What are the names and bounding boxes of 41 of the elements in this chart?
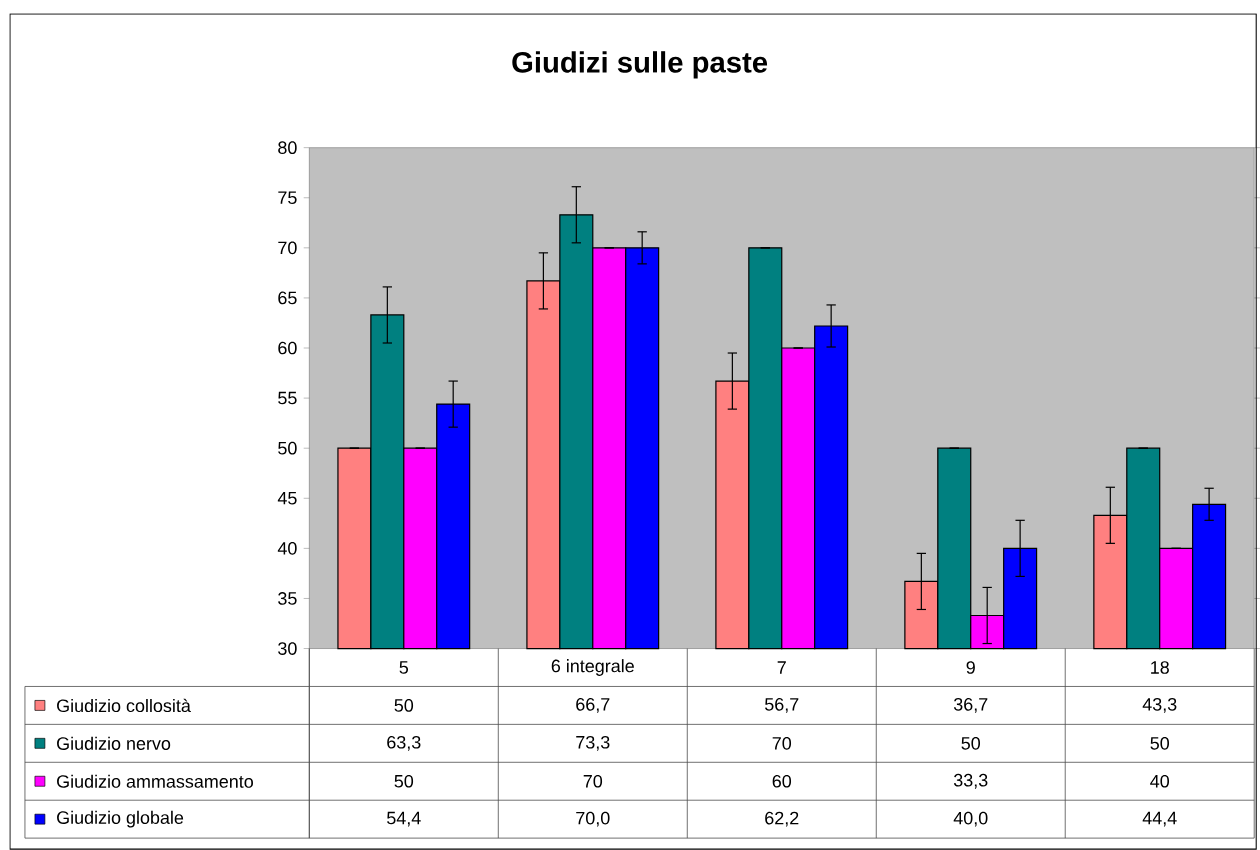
- data-label: 33,3: [953, 773, 988, 789]
- x-tick-label: 5: [399, 661, 409, 674]
- data-label: 70: [772, 736, 792, 750]
- data-label: 50: [394, 699, 414, 712]
- data-label: 63,3: [387, 735, 421, 751]
- y-tick-label: 75: [278, 191, 297, 204]
- y-tick-label: 55: [278, 391, 297, 405]
- data-label: 50: [1150, 736, 1170, 750]
- y-tick-label: 80: [278, 141, 297, 154]
- data-label: 50: [394, 774, 414, 788]
- y-tick-label: 45: [277, 491, 297, 505]
- data-label: 40,0: [953, 811, 988, 827]
- data-label: 43,3: [1142, 697, 1177, 713]
- data-label: 54,4: [387, 811, 421, 827]
- data-label: 73,3: [576, 735, 610, 751]
- data-label: 50: [961, 736, 981, 750]
- data-label: 66,7: [576, 697, 610, 713]
- y-tick-label: 50: [278, 441, 297, 455]
- data-label: 70: [583, 774, 603, 788]
- data-label: 60: [772, 774, 792, 788]
- data-label: 56,7: [764, 697, 799, 713]
- data-label: 40: [1150, 774, 1170, 788]
- data-label: 44,4: [1142, 811, 1177, 827]
- y-tick-label: 40: [277, 541, 297, 555]
- x-tick-label: 9: [966, 661, 975, 674]
- y-tick-label: 70: [278, 241, 297, 255]
- y-tick-label: 60: [278, 341, 297, 355]
- legend-label: Giudizio collosità: [57, 698, 191, 713]
- legend-label: Giudizio globale: [57, 810, 184, 828]
- x-tick-label: 7: [777, 661, 786, 674]
- legend-label: Giudizio nervo: [57, 736, 171, 750]
- chart-title: Giudizi sulle paste: [512, 51, 768, 79]
- data-label: 36,7: [953, 697, 988, 713]
- x-tick-label: 6 integrale: [551, 659, 634, 676]
- y-tick-label: 30: [278, 642, 297, 655]
- x-tick-label: 18: [1151, 661, 1169, 674]
- y-tick-label: 35: [278, 592, 297, 605]
- legend-label: Giudizio ammassamento: [57, 774, 253, 788]
- data-label: 70,0: [576, 811, 610, 827]
- y-tick-label: 65: [278, 291, 297, 305]
- data-label: 62,2: [765, 811, 799, 827]
